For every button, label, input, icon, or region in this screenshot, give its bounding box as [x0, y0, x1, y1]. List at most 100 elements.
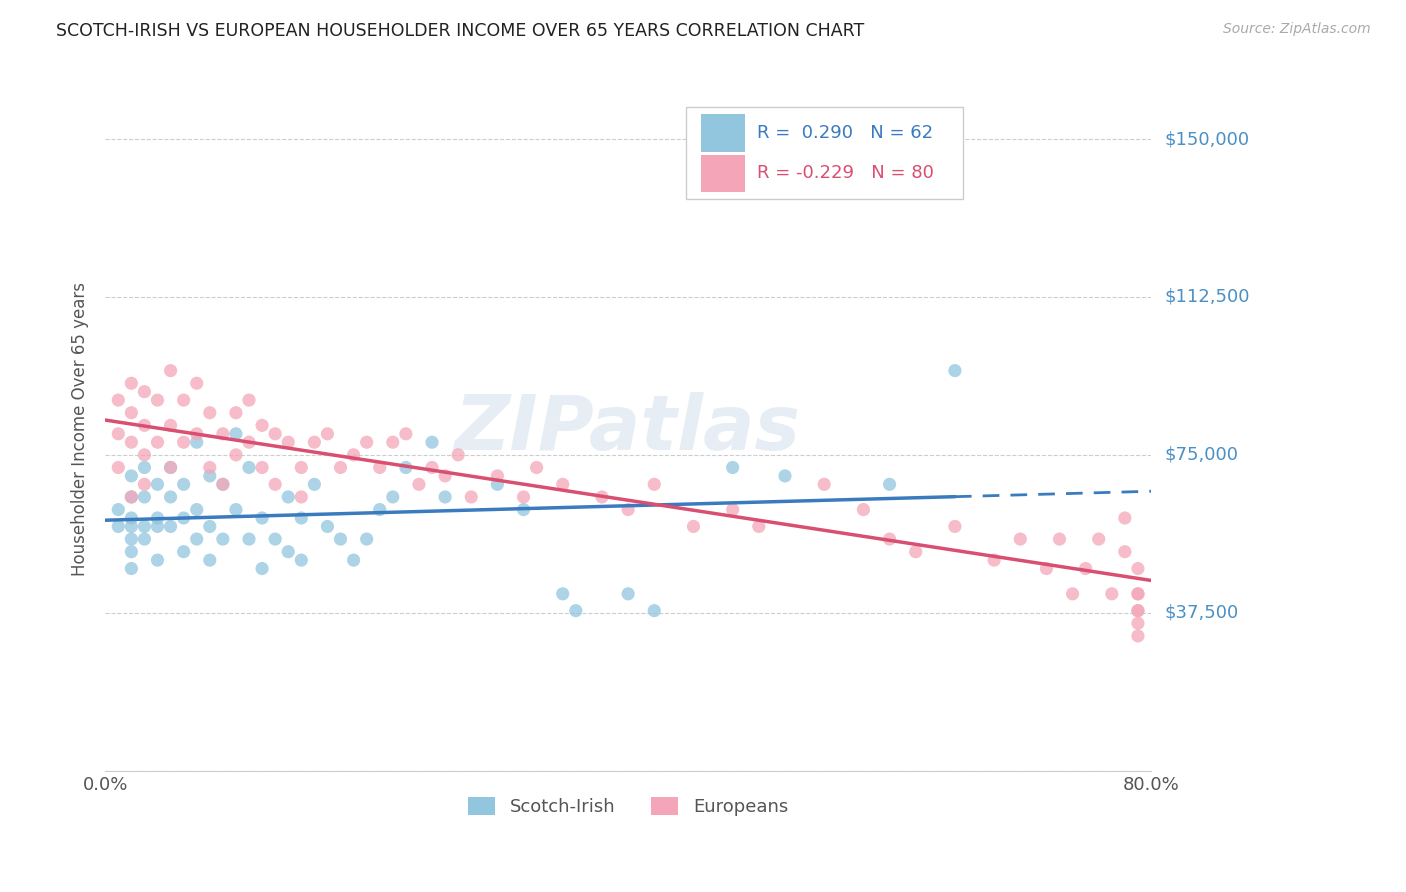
Point: [107, 393, 129, 408]
Legend: Scotch-Irish, Europeans: Scotch-Irish, Europeans: [461, 789, 796, 823]
Point: [225, 406, 247, 420]
Point: [120, 490, 142, 504]
Point: [591, 490, 613, 504]
Point: [173, 393, 195, 408]
Point: [329, 460, 352, 475]
Point: [198, 469, 221, 483]
Point: [290, 553, 312, 567]
Point: [238, 460, 260, 475]
Point: [198, 460, 221, 475]
Point: [304, 477, 326, 491]
Point: [250, 561, 273, 575]
Point: [1126, 587, 1149, 601]
Point: [1114, 545, 1136, 559]
Point: [356, 532, 378, 546]
Point: [434, 469, 457, 483]
Point: [250, 460, 273, 475]
Point: [512, 490, 534, 504]
Point: [773, 469, 796, 483]
Point: [120, 469, 142, 483]
Point: [134, 532, 156, 546]
Point: [1126, 629, 1149, 643]
Point: [356, 435, 378, 450]
Point: [943, 519, 966, 533]
Point: [879, 477, 901, 491]
Point: [120, 519, 142, 533]
Point: [420, 460, 443, 475]
Point: [277, 545, 299, 559]
Point: [342, 448, 364, 462]
Point: [120, 435, 142, 450]
Point: [159, 363, 181, 377]
Text: Source: ZipAtlas.com: Source: ZipAtlas.com: [1223, 22, 1371, 37]
Point: [107, 502, 129, 516]
Point: [238, 435, 260, 450]
Point: [526, 460, 548, 475]
Point: [146, 553, 169, 567]
Point: [904, 545, 927, 559]
Point: [1114, 511, 1136, 525]
Point: [486, 477, 509, 491]
Text: SCOTCH-IRISH VS EUROPEAN HOUSEHOLDER INCOME OVER 65 YEARS CORRELATION CHART: SCOTCH-IRISH VS EUROPEAN HOUSEHOLDER INC…: [56, 22, 865, 40]
Point: [146, 477, 169, 491]
Point: [212, 426, 235, 441]
Point: [107, 519, 129, 533]
Point: [721, 502, 744, 516]
Point: [146, 511, 169, 525]
Point: [434, 490, 457, 504]
Point: [1126, 587, 1149, 601]
Point: [186, 532, 208, 546]
Point: [250, 418, 273, 433]
Point: [447, 448, 470, 462]
Point: [198, 406, 221, 420]
Point: [512, 502, 534, 516]
Point: [198, 519, 221, 533]
Point: [408, 477, 430, 491]
Point: [486, 469, 509, 483]
Point: [134, 490, 156, 504]
Point: [238, 532, 260, 546]
Point: [1074, 561, 1097, 575]
Y-axis label: Householder Income Over 65 years: Householder Income Over 65 years: [72, 282, 89, 575]
Point: [186, 426, 208, 441]
Point: [173, 545, 195, 559]
Point: [1035, 561, 1057, 575]
Point: [381, 435, 404, 450]
Point: [146, 519, 169, 533]
Point: [682, 519, 704, 533]
Point: [721, 460, 744, 475]
Point: [1126, 616, 1149, 631]
Point: [420, 435, 443, 450]
Point: [173, 435, 195, 450]
Point: [342, 553, 364, 567]
Point: [277, 490, 299, 504]
Point: [159, 490, 181, 504]
Point: [120, 376, 142, 391]
Point: [395, 426, 418, 441]
Point: [879, 532, 901, 546]
Point: [159, 418, 181, 433]
Point: [1101, 587, 1123, 601]
Point: [1126, 604, 1149, 618]
Point: [943, 363, 966, 377]
Point: [1062, 587, 1084, 601]
Point: [983, 553, 1005, 567]
Point: [813, 477, 835, 491]
Text: $37,500: $37,500: [1166, 604, 1239, 622]
Point: [290, 490, 312, 504]
Text: $112,500: $112,500: [1166, 288, 1250, 306]
Point: [617, 587, 640, 601]
Point: [120, 561, 142, 575]
Point: [316, 519, 339, 533]
Point: [198, 553, 221, 567]
Point: [381, 490, 404, 504]
Text: $150,000: $150,000: [1166, 130, 1250, 148]
Point: [186, 435, 208, 450]
Point: [643, 604, 665, 618]
Point: [1087, 532, 1109, 546]
Point: [225, 426, 247, 441]
Point: [329, 532, 352, 546]
Point: [159, 460, 181, 475]
Point: [304, 435, 326, 450]
Point: [264, 426, 287, 441]
